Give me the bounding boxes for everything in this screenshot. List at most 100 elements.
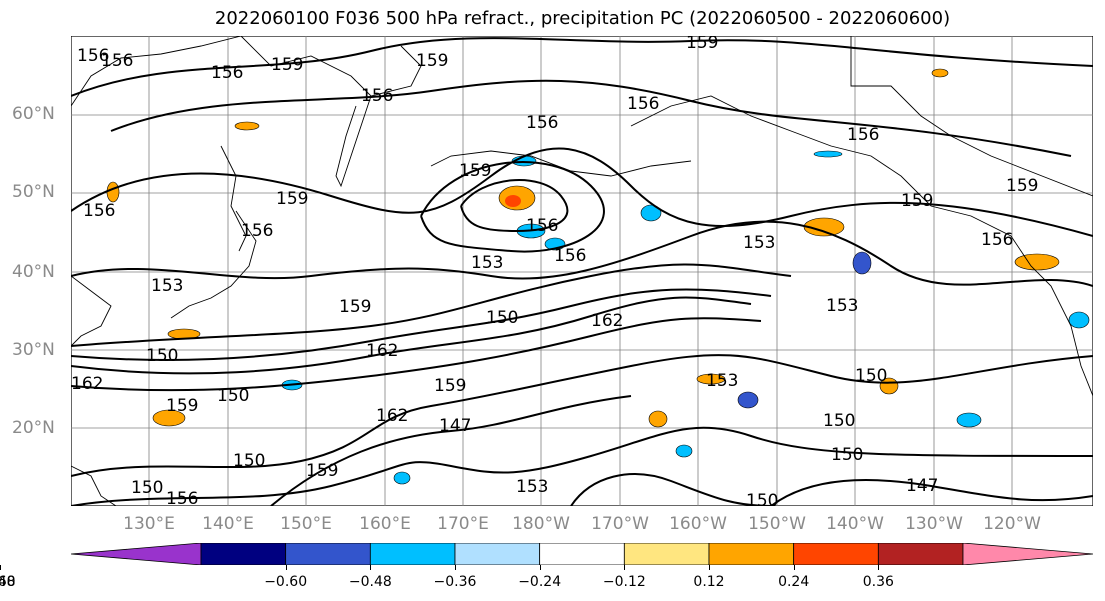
contour-line: [570, 473, 772, 506]
contour-label: 153: [151, 276, 183, 296]
contour-line: [270, 395, 632, 506]
contour-label: 159: [1006, 176, 1038, 196]
precip-patch-negative: [675, 444, 693, 458]
lat-label-40n: 40°N: [12, 262, 55, 282]
precip-patch-positive: [648, 410, 668, 428]
colorbar-segment: [369, 542, 456, 566]
lon-label-170e: 170°E: [437, 514, 489, 534]
contour-label: 153: [706, 371, 738, 391]
contour-label: 150: [746, 491, 778, 506]
colorbar-tick-mark: [285, 565, 287, 570]
contour-label: 150: [486, 308, 518, 328]
colorbar-tick-label: 0.36: [862, 574, 894, 590]
contour-label: 153: [743, 233, 775, 253]
precip-patch-positive: [931, 68, 949, 78]
precip-patch-negative: [852, 251, 872, 275]
border-canada: [850, 36, 1093, 197]
contour-label: 150: [823, 411, 855, 431]
contour-label: 156: [166, 489, 198, 506]
contour-label: 159: [901, 191, 933, 211]
map-panel: 156 156 156 159 156 159 156 156 159 156 …: [71, 36, 1093, 506]
coastline-aleutians: [430, 150, 692, 177]
contour-label: 159: [416, 51, 448, 71]
lat-label-50n: 50°N: [12, 182, 55, 202]
contour-label: 150: [855, 366, 887, 386]
precip-patch-strong: [505, 195, 521, 207]
contour-line: [71, 263, 792, 347]
precip-patch-negative: [956, 412, 982, 428]
colorbar-tick-label: −0.48: [348, 574, 392, 590]
colorbar-tick-label: −0.36: [433, 574, 477, 590]
colorbar-segment: [285, 542, 371, 566]
lon-label-160w: 160°W: [669, 514, 727, 534]
contour-label: 162: [366, 341, 398, 361]
coastline-korea: [71, 275, 112, 347]
contour-label: 153: [471, 253, 503, 273]
contour-label: 153: [516, 477, 548, 497]
contour-label: 159: [686, 36, 718, 53]
contour-label: 147: [439, 416, 471, 436]
precip-patch-negative: [640, 204, 662, 222]
contour-label: 156: [101, 51, 133, 71]
contour-label: 150: [131, 478, 163, 498]
lon-label-180w: 180°W: [512, 514, 570, 534]
colorbar-extend-max: [962, 542, 1094, 566]
contour-line: [71, 37, 1093, 97]
lon-label-150e: 150°E: [280, 514, 332, 534]
contour-label: 156: [83, 201, 115, 221]
contour-line: [71, 354, 1093, 477]
colorbar-segment: [200, 542, 287, 566]
colorbar-canvas: [70, 542, 1094, 566]
colorbar-segment: [539, 542, 625, 566]
contour-label: 156: [627, 94, 659, 114]
contour-line: [110, 79, 1072, 157]
colorbar-tick-mark: [539, 565, 541, 570]
precip-patch-negative: [1068, 311, 1090, 329]
colorbar-tick-mark: [709, 565, 710, 570]
colorbar-segment: [454, 542, 541, 566]
colorbar-segment: [623, 542, 710, 566]
contour-label: 150: [217, 386, 249, 406]
colorbar-segment: [793, 542, 879, 566]
colorbar-segment: [877, 542, 964, 566]
colorbar-tick-label: 0.12: [693, 574, 725, 590]
lon-label-140w: 140°W: [826, 514, 884, 534]
contour-label: 156: [526, 216, 558, 236]
colorbar-tick-label: 0.48: [0, 574, 16, 590]
lat-label-30n: 30°N: [12, 340, 55, 360]
lon-label-130w: 130°W: [905, 514, 963, 534]
coastline-kamchatka: [335, 95, 372, 188]
contour-label: 159: [339, 297, 371, 317]
contour-label: 162: [376, 406, 408, 426]
contour-line: [71, 220, 1093, 287]
precip-patch-negative: [737, 391, 759, 409]
precip-patch-negative: [393, 471, 411, 485]
precip-patch-positive: [106, 181, 120, 203]
colorbar: [70, 542, 1094, 566]
contour-label: 156: [361, 86, 393, 106]
precip-patch-negative: [813, 150, 843, 158]
contour-label: 159: [434, 376, 466, 396]
contour-label: 159: [276, 189, 308, 209]
colorbar-tick-label: −0.24: [518, 574, 562, 590]
contour-line: [71, 317, 762, 392]
colorbar-tick-mark: [624, 565, 626, 570]
precip-anomaly-patches: [106, 68, 1090, 485]
contour-line: [71, 147, 1093, 237]
contour-line: [460, 179, 569, 233]
lat-label-60n: 60°N: [12, 104, 55, 124]
contour-labels: 156 156 156 159 156 159 156 156 159 156 …: [71, 36, 1038, 506]
geopotential-contours: [71, 37, 1093, 506]
contour-label: 159: [459, 161, 491, 181]
precip-patch-positive: [152, 409, 186, 427]
contour-label: 159: [271, 55, 303, 75]
lat-label-20n: 20°N: [12, 418, 55, 438]
colorbar-tick-label: 0.60: [0, 574, 16, 590]
coastline-japan: [170, 210, 257, 319]
contour-line: [770, 479, 1093, 506]
precip-patch-positive: [1014, 253, 1060, 271]
colorbar-extend-min: [70, 542, 202, 566]
precip-patch-positive: [234, 121, 260, 131]
colorbar-tick-mark: [370, 565, 372, 570]
lon-label-170w: 170°W: [591, 514, 649, 534]
